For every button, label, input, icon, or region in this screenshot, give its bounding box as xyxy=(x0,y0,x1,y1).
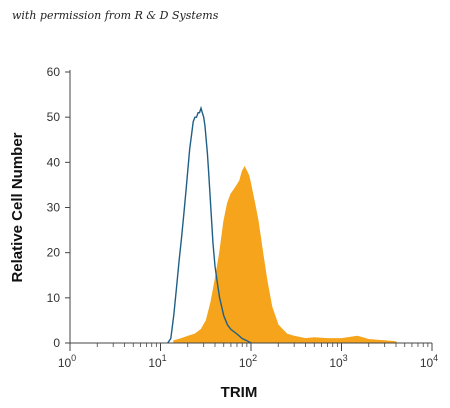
x-tick-label-1: 101 xyxy=(148,353,166,370)
y-tick-label-0: 0 xyxy=(53,336,60,350)
x-axis-title: TRIM xyxy=(221,384,258,401)
histogram-series-filled-0 xyxy=(173,165,397,344)
axes-layer xyxy=(65,70,433,351)
labels-layer: 0 10 20 30 40 50 60 100 101 102 103 104 TRIM Relative… xyxy=(9,65,438,401)
y-tick-label-30: 30 xyxy=(47,201,61,215)
y-tick-label-60: 60 xyxy=(47,65,61,79)
series-layer xyxy=(167,105,397,344)
x-tick-label-4: 104 xyxy=(420,353,438,370)
y-tick-label-50: 50 xyxy=(47,110,61,124)
y-tick-label-40: 40 xyxy=(47,155,61,169)
x-tick-label-2: 102 xyxy=(239,353,257,370)
x-tick-label-3: 103 xyxy=(329,353,347,370)
y-tick-label-20: 20 xyxy=(47,246,61,260)
x-tick-label-0: 100 xyxy=(58,353,76,370)
watermark-text: with permission from R & D Systems xyxy=(12,9,219,22)
y-tick-label-10: 10 xyxy=(47,291,61,305)
histogram-series-outline-1 xyxy=(167,105,252,344)
y-axis-title: Relative Cell Number xyxy=(9,132,26,282)
